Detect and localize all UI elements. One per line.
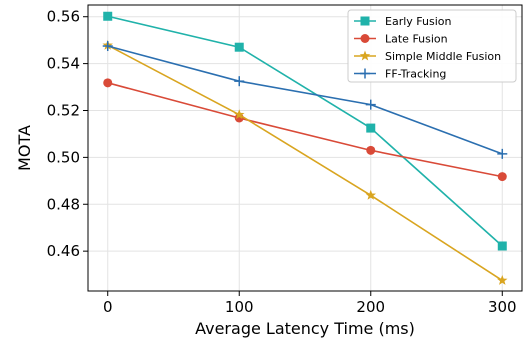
data-point-early-fusion <box>497 241 507 251</box>
data-point-late-fusion <box>366 145 376 155</box>
data-point-late-fusion <box>497 172 507 182</box>
legend-marker <box>359 50 371 61</box>
series-ff-tracking <box>102 41 508 159</box>
data-point-ff-tracking <box>365 99 376 110</box>
x-tick-label: 300 <box>488 298 517 316</box>
legend-marker <box>360 16 370 26</box>
data-point-early-fusion <box>103 11 113 21</box>
series-line-ff-tracking <box>107 45 503 155</box>
legend-marker <box>360 68 370 79</box>
axis-ticks: 0.46 0.48 0.50 0.52 0.54 0.56 0 100 200 300 <box>47 8 517 316</box>
legend-label: Simple Middle Fusion <box>385 50 501 63</box>
series-late-fusion <box>103 78 507 182</box>
x-tick-label: 0 <box>103 298 113 316</box>
data-point-simple-middle-fusion <box>497 274 508 285</box>
data-point-simple-middle-fusion <box>365 189 376 200</box>
legend: Early Fusion Late Fusion Simple Middle Fus… <box>347 9 517 83</box>
y-tick-label: 0.48 <box>47 195 80 213</box>
x-tick-label: 200 <box>356 298 385 316</box>
legend-item-ff-tracking: FF-Tracking <box>354 68 446 81</box>
y-tick-label: 0.46 <box>47 242 80 260</box>
y-tick-label: 0.56 <box>47 8 80 26</box>
data-point-late-fusion <box>103 78 113 88</box>
legend-item-simple-middle-fusion: Simple Middle Fusion <box>354 50 501 63</box>
data-point-early-fusion <box>366 123 376 133</box>
data-point-simple-middle-fusion <box>234 109 245 120</box>
legend-label: Late Fusion <box>385 33 448 46</box>
data-point-ff-tracking <box>497 148 508 159</box>
x-tick-label: 100 <box>225 298 254 316</box>
series-line-simple-middle-fusion <box>107 44 503 282</box>
legend-label: Early Fusion <box>385 15 451 28</box>
legend-item-late-fusion: Late Fusion <box>354 33 448 46</box>
data-point-ff-tracking <box>102 41 113 52</box>
series-line-late-fusion <box>107 82 503 178</box>
plot-frame <box>87 4 523 292</box>
y-axis-label: MOTA <box>15 125 34 171</box>
legend-label: FF-Tracking <box>385 68 446 81</box>
data-point-ff-tracking <box>234 76 245 87</box>
series-line-early-fusion <box>107 15 503 247</box>
y-tick-label: 0.50 <box>47 148 80 166</box>
y-tick-label: 0.54 <box>47 55 80 73</box>
series-layer <box>102 11 508 285</box>
x-axis-label: Average Latency Time (ms) <box>195 319 415 338</box>
legend-marker <box>360 34 370 43</box>
data-point-early-fusion <box>234 42 244 52</box>
series-early-fusion <box>103 11 507 251</box>
legend-box <box>347 9 517 83</box>
y-tick-label: 0.52 <box>47 101 80 119</box>
legend-item-early-fusion: Early Fusion <box>354 15 451 28</box>
